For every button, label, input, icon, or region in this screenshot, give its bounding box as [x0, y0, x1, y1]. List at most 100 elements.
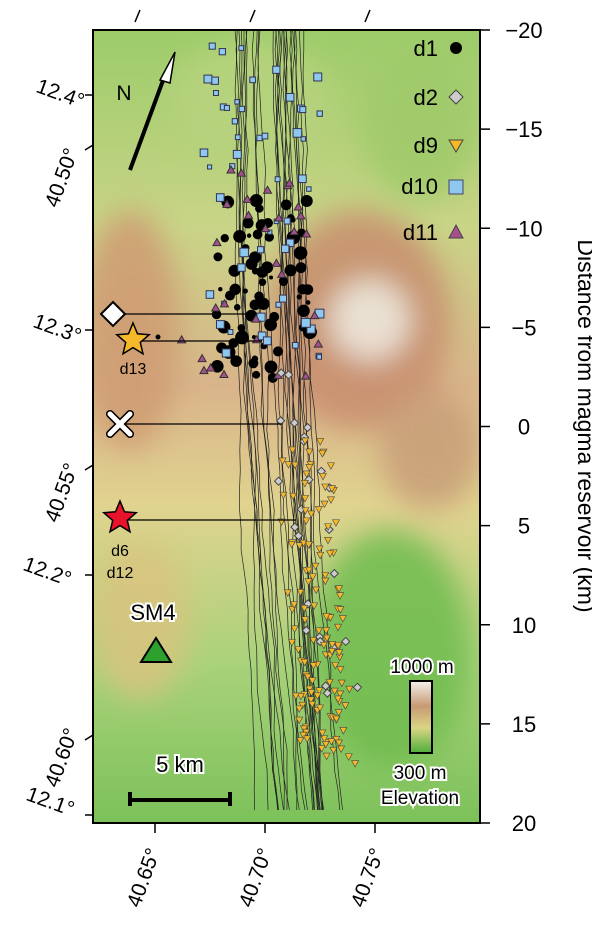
event-d9	[336, 592, 345, 600]
event-d1	[267, 372, 278, 383]
event-d9	[326, 496, 335, 504]
event-d9	[288, 446, 297, 455]
event-d10	[238, 45, 245, 51]
event-d11	[199, 365, 209, 375]
terrain	[93, 30, 480, 823]
event-d10	[227, 329, 234, 335]
event-d1	[258, 278, 267, 286]
distance-axis: −20 −15 −10 −5 0 5 10 15 20	[480, 18, 543, 836]
event-d9	[290, 601, 299, 609]
tick-label: −5	[511, 315, 536, 340]
event-d9	[296, 588, 305, 597]
event-d10	[280, 244, 290, 253]
event-d11	[289, 226, 299, 236]
event-d10	[313, 72, 323, 82]
event-d11	[242, 194, 253, 203]
event-d10	[213, 90, 219, 96]
event-d9	[337, 745, 346, 754]
event-d10	[300, 317, 311, 328]
event-d9	[322, 613, 331, 621]
event-d9	[307, 510, 316, 519]
elevation-max: 1000 m	[390, 657, 453, 678]
event-d9	[301, 507, 310, 515]
event-d10	[249, 76, 256, 84]
event-d9	[300, 604, 309, 613]
event-d9	[291, 461, 300, 470]
event-d9	[318, 450, 327, 458]
event-d9	[322, 752, 331, 761]
event-d10	[234, 134, 241, 141]
d13-site	[114, 321, 152, 356]
legend-label: d9	[414, 133, 438, 158]
event-d10	[256, 134, 263, 142]
elevation-title: Elevation	[381, 788, 459, 809]
event-d9	[336, 690, 345, 699]
event-d9	[335, 649, 344, 657]
event-d11	[309, 310, 320, 320]
event-d9	[289, 492, 298, 501]
event-d11	[205, 362, 216, 372]
event-d9	[278, 457, 287, 466]
event-d10	[300, 136, 306, 142]
event-d9	[334, 709, 343, 717]
event-d10	[316, 110, 323, 117]
event-d9	[327, 738, 336, 746]
event-d11	[222, 199, 232, 208]
event-d1	[300, 195, 313, 207]
fault	[241, 30, 279, 811]
event-d1	[251, 355, 259, 363]
lon-label: 40.65°	[123, 845, 165, 910]
tick-label: 5	[518, 514, 530, 539]
tick-label: 15	[512, 712, 536, 737]
event-d9	[303, 673, 312, 682]
event-d11	[296, 210, 306, 220]
elevation-bar	[409, 680, 433, 754]
north-label: N	[116, 82, 131, 105]
station-marker	[139, 636, 173, 663]
event-d9	[302, 470, 311, 479]
event-d1	[220, 233, 229, 243]
event-d2	[321, 681, 331, 691]
event-d10	[306, 324, 316, 334]
tick-label: −10	[505, 216, 542, 241]
event-d10	[205, 290, 215, 299]
event-d2	[341, 636, 351, 647]
event-d2	[273, 476, 284, 486]
event-d10	[306, 186, 312, 192]
fault	[234, 30, 255, 811]
event-d9	[315, 687, 324, 695]
site-label: d12	[107, 565, 134, 582]
legend-label: d11	[403, 220, 438, 245]
event-d11	[260, 223, 271, 233]
event-d11	[219, 298, 230, 308]
event-d1	[269, 311, 280, 322]
event-d9	[305, 448, 314, 457]
event-d11	[276, 269, 287, 278]
event-d9	[332, 715, 341, 724]
event-d9	[283, 589, 292, 597]
event-d1	[252, 229, 263, 240]
event-d1	[242, 288, 248, 294]
fault	[251, 30, 300, 811]
legend-symbol	[448, 179, 464, 195]
event-d9	[351, 760, 360, 768]
lon-label: 40.50°	[41, 145, 83, 210]
lon-label: 40.75°	[347, 845, 389, 910]
event-d9	[299, 731, 308, 740]
d2-site	[99, 300, 127, 328]
event-d10	[279, 294, 288, 303]
event-d9	[313, 692, 322, 701]
event-d2	[290, 522, 300, 532]
event-d11	[284, 178, 295, 187]
event-d1	[252, 370, 261, 379]
event-d9	[301, 437, 310, 446]
event-d10	[237, 263, 246, 272]
event-d1	[293, 246, 308, 260]
lat-label: 12.3°	[30, 310, 84, 348]
event-d11	[300, 371, 311, 380]
event-d1	[249, 194, 263, 208]
event-d11	[293, 201, 304, 211]
event-d9	[314, 506, 323, 514]
event-d2	[322, 688, 333, 698]
event-d9	[319, 641, 328, 650]
